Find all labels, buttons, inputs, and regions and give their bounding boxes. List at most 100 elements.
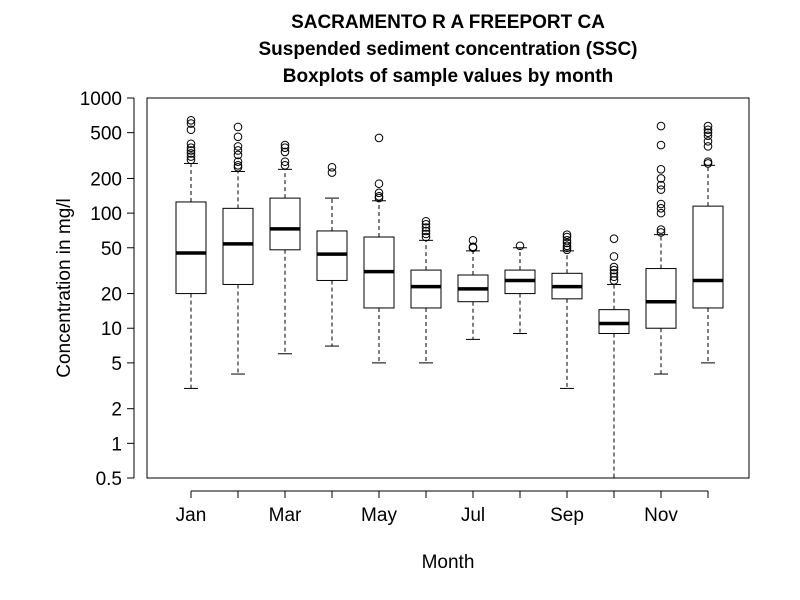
outlier-point (186, 149, 196, 158)
outlier-point (656, 140, 666, 150)
outlier-point (656, 208, 666, 218)
outlier-point (374, 133, 384, 143)
outlier-point (562, 232, 572, 242)
outlier-point (233, 122, 243, 132)
chart-title: SACRAMENTO R A FREEPORT CA Suspended sed… (259, 12, 638, 87)
outlier-point (468, 243, 478, 253)
iqr-box (645, 268, 677, 329)
outlier-point (233, 163, 243, 172)
y-tick-label: 1000 (80, 89, 122, 110)
outlier-point (233, 146, 243, 155)
x-axis-title: Month (422, 552, 475, 573)
y-tick-label: 1 (111, 434, 122, 455)
boxplot-series (175, 116, 724, 479)
outlier-point (562, 245, 572, 255)
outlier-point (562, 238, 572, 248)
box-month-6 (410, 216, 442, 364)
outlier-point (280, 161, 290, 170)
outlier-point (186, 146, 196, 155)
outlier-point (421, 229, 431, 239)
outlier-point (186, 119, 196, 128)
outlier-point (609, 272, 619, 282)
outlier-point (656, 165, 666, 174)
outlier-point (421, 223, 431, 232)
box-month-5 (363, 133, 395, 364)
iqr-box (222, 207, 254, 285)
outlier-point (186, 155, 196, 165)
outlier-point (233, 142, 243, 151)
outlier-point (421, 226, 431, 236)
outlier-point (280, 147, 290, 157)
x-tick-label: Jul (461, 505, 485, 526)
outlier-point (703, 157, 713, 166)
box-month-3 (269, 140, 301, 355)
outlier-point (656, 185, 666, 194)
iqr-box (175, 201, 207, 295)
outlier-point (186, 116, 196, 125)
outlier-point (656, 204, 666, 213)
box-month-4 (316, 163, 348, 347)
outlier-point (186, 139, 196, 149)
outlier-point (233, 157, 243, 166)
iqr-box (598, 309, 630, 334)
outlier-point (609, 234, 619, 243)
outlier-point (656, 174, 666, 183)
box-month-11 (645, 121, 677, 375)
iqr-box (410, 269, 442, 309)
outlier-point (421, 216, 431, 226)
chart-title-line-1: SACRAMENTO R A FREEPORT CA (291, 12, 605, 33)
outlier-point (186, 143, 196, 153)
outlier-point (703, 142, 713, 151)
iqr-box (269, 197, 301, 251)
outlier-point (421, 232, 431, 242)
y-tick-label: 5 (111, 354, 122, 375)
outlier-point (186, 152, 196, 161)
y-tick-label: 500 (90, 124, 122, 145)
outlier-point (703, 128, 713, 137)
outlier-point (703, 131, 713, 141)
x-axis: Jan Mar May Jul Sep Nov (176, 490, 709, 526)
y-tick-label: 100 (90, 204, 122, 225)
outlier-point (656, 199, 666, 209)
outlier-point (562, 230, 572, 239)
plot-area-frame (146, 97, 750, 479)
y-axis-title: Concentration in mg/l (54, 198, 75, 378)
y-tick-label: 10 (101, 319, 122, 340)
outlier-point (327, 163, 337, 172)
y-tick-label: 2 (111, 400, 122, 421)
outlier-point (421, 219, 431, 229)
outlier-point (186, 125, 196, 135)
y-axis: 1000 500 200 100 50 20 10 5 2 1 0.5 (80, 89, 135, 490)
box-month-2 (222, 122, 254, 375)
outlier-point (609, 276, 619, 285)
outlier-point (374, 179, 384, 189)
x-tick-label: May (361, 505, 397, 526)
box-month-8 (504, 241, 536, 334)
outlier-point (515, 241, 525, 251)
y-tick-label: 0.5 (96, 469, 122, 490)
x-tick-label: Jan (176, 505, 207, 526)
outlier-point (703, 121, 713, 131)
y-tick-label: 50 (101, 239, 122, 260)
outlier-point (233, 150, 243, 160)
x-tick-label: Nov (644, 505, 678, 526)
outlier-point (703, 137, 713, 146)
outlier-point (609, 265, 619, 275)
box-month-7 (457, 236, 489, 340)
outlier-point (374, 193, 384, 203)
outlier-point (327, 168, 337, 177)
iqr-box (692, 205, 724, 309)
chart-title-line-3: Boxplots of sample values by month (283, 66, 613, 87)
outlier-point (280, 143, 290, 153)
x-tick-label: Mar (269, 505, 302, 526)
outlier-point (374, 188, 384, 198)
outlier-point (280, 157, 290, 166)
chart-title-line-2: Suspended sediment concentration (SSC) (259, 39, 638, 60)
box-month-1 (175, 116, 207, 389)
outlier-point (703, 159, 713, 168)
outlier-point (703, 125, 713, 135)
outlier-point (562, 243, 572, 253)
x-tick-label: Sep (550, 505, 584, 526)
outlier-point (233, 132, 243, 142)
